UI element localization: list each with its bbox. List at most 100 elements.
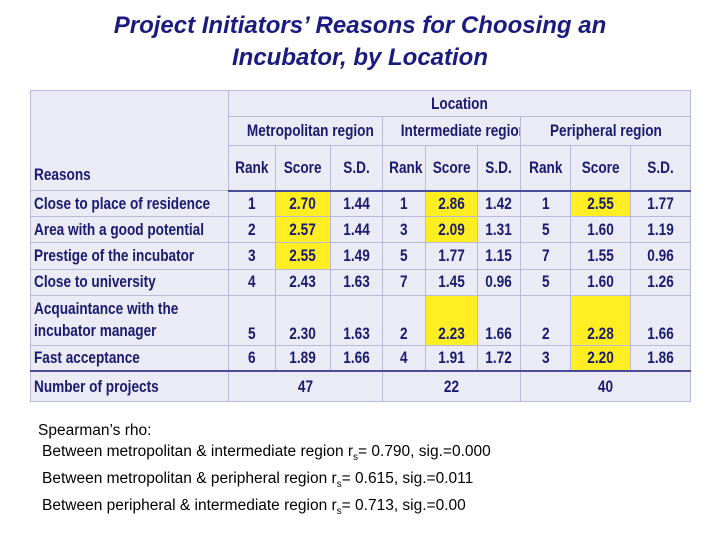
value-cell-text: 1	[248, 194, 256, 214]
note-text: Between peripheral & intermediate region…	[42, 497, 337, 515]
reason-cell: Close to place of residence	[30, 190, 229, 218]
header-row: Metropolitan region Intermediate region Pe…	[31, 116, 692, 147]
column-header: Score	[275, 145, 331, 192]
value-cell: 5	[520, 216, 571, 244]
value-cell: 2	[382, 294, 426, 346]
value-cell: 1.45	[425, 268, 478, 296]
value-cell: 1.66	[477, 294, 521, 346]
value-cell-text: 2.30	[289, 323, 317, 343]
reason-line: Fast acceptance	[34, 347, 226, 369]
region-header: Peripheral region	[519, 116, 692, 147]
value-cell: 3	[228, 242, 276, 270]
value-cell: 0.96	[629, 242, 692, 270]
value-cell-text: 1.89	[289, 348, 317, 368]
value-cell-text: 3	[400, 219, 408, 239]
value-cell: 1.19	[629, 216, 692, 244]
value-cell-text: 3	[248, 245, 256, 265]
region-header-text: Intermediate region	[400, 121, 521, 141]
value-cell-text: 4	[248, 272, 256, 292]
value-cell-text: 5	[400, 245, 408, 265]
note-line: Between peripheral & intermediate region…	[38, 495, 491, 522]
note-line: Between metropolitan & intermediate regi…	[38, 441, 491, 468]
reason-text: Close to place of residence	[34, 193, 211, 213]
reasons-header-text: Reasons	[34, 165, 91, 185]
region-header: Intermediate region	[382, 116, 521, 147]
value-cell: 1.63	[330, 294, 383, 346]
value-cell: 1.63	[330, 268, 383, 296]
value-cell-text: 0.96	[647, 245, 674, 265]
value-cell: 1.72	[477, 344, 521, 373]
reason-text: Fast acceptance	[34, 348, 140, 368]
value-cell: 1.15	[477, 242, 521, 270]
value-cell-text: 1.42	[485, 194, 513, 214]
value-cell: 6	[228, 344, 276, 373]
note-subscript: s	[336, 506, 342, 518]
column-header-text: Score	[581, 157, 620, 177]
value-cell: 1	[520, 190, 571, 218]
value-cell: 1.44	[330, 190, 383, 218]
value-cell: 1.77	[425, 242, 478, 270]
data-row: Area with a good potential 2 2.57 1.44 3 2.09…	[30, 216, 692, 244]
reason-text: Acquaintance with the	[34, 299, 179, 319]
value-cell-text: 2.70	[289, 194, 317, 214]
value-cell-text: 1.77	[647, 194, 674, 214]
value-cell: 2.43	[275, 268, 331, 296]
value-cell: 1	[382, 190, 426, 218]
projects-label-text: Number of projects	[34, 376, 159, 396]
value-cell-text: 1.44	[343, 219, 370, 239]
reason-line: incubator manager	[34, 320, 226, 342]
column-header-text: Rank	[389, 157, 423, 177]
value-cell: 7	[520, 242, 571, 270]
column-header: S.D.	[330, 145, 383, 192]
column-header: Rank	[228, 145, 276, 192]
projects-row: Number of projects 47 22 40	[30, 370, 692, 403]
data-table: Reasons Location Metropolitan region Interm…	[30, 89, 692, 403]
value-cell-text: 1.63	[343, 272, 370, 292]
value-cell: 2.55	[275, 242, 331, 270]
value-cell-text: 2.20	[587, 348, 614, 368]
value-cell-text: 1.26	[647, 272, 674, 292]
value-cell: 1.66	[330, 344, 383, 373]
value-cell: 1.60	[570, 268, 631, 296]
value-cell: 2	[228, 216, 276, 244]
title-line: Incubator, by Location	[231, 44, 489, 71]
header-row: Rank Score S.D. Rank Score S.D. Rank Score S.D.	[31, 145, 692, 192]
value-cell: 4	[382, 344, 426, 373]
value-cell: 2.55	[570, 190, 631, 218]
region-header-text: Peripheral region	[549, 121, 662, 141]
value-cell-text: 2.57	[289, 219, 317, 239]
data-row: Acquaintance with the incubator manager 5 2…	[30, 294, 692, 346]
value-cell-text: 5	[248, 323, 256, 343]
value-cell: 2.30	[275, 294, 331, 346]
value-cell-text: 2.09	[438, 219, 465, 239]
value-cell-text: 1.60	[587, 219, 614, 239]
value-cell-text: 1.49	[343, 245, 370, 265]
value-cell: 2.23	[425, 294, 478, 346]
location-header: Location	[227, 89, 692, 118]
value-cell: 5	[520, 268, 571, 296]
reasons-header: Reasons	[30, 89, 229, 192]
column-header: Rank	[382, 145, 426, 192]
data-row: Prestige of the incubator 3 2.55 1.49 5 1.77 1…	[30, 242, 692, 270]
projects-value-text: 40	[597, 376, 614, 396]
reason-line: Close to university	[34, 271, 226, 293]
value-cell-text: 2	[400, 323, 408, 343]
reason-text: Prestige of the incubator	[34, 245, 195, 265]
value-cell-text: 2	[541, 323, 550, 343]
column-header: Rank	[520, 145, 571, 192]
value-cell: 1.86	[629, 344, 692, 373]
value-cell-text: 7	[541, 245, 550, 265]
value-cell: 2.70	[275, 190, 331, 218]
reason-text: Close to university	[34, 272, 156, 292]
note-subscript: s	[336, 479, 342, 491]
value-cell-text: 1.60	[587, 272, 614, 292]
value-cell: 1.49	[330, 242, 383, 270]
column-header: S.D.	[629, 145, 692, 192]
projects-value-text: 22	[443, 376, 460, 396]
reason-line: Acquaintance with the	[34, 298, 226, 320]
value-cell: 1.31	[477, 216, 521, 244]
projects-value: 47	[228, 370, 383, 403]
value-cell: 5	[382, 242, 426, 270]
value-cell: 3	[382, 216, 426, 244]
reason-cell: Prestige of the incubator	[30, 242, 229, 270]
